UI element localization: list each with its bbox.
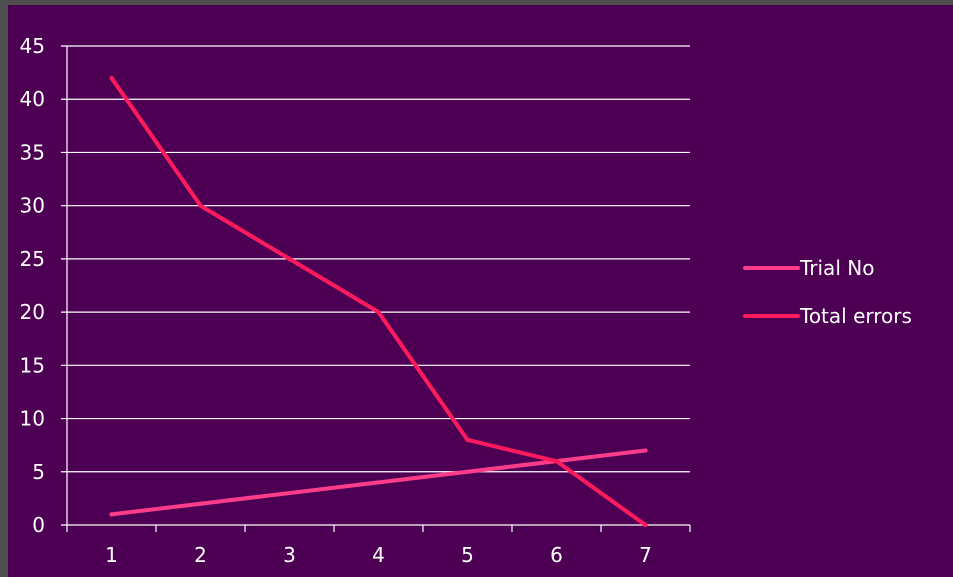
x-tick-label: 7: [639, 543, 652, 567]
data-point: [643, 448, 648, 453]
data-point: [287, 491, 292, 496]
data-point: [109, 75, 114, 80]
y-tick-label: 0: [32, 513, 45, 537]
data-point: [376, 310, 381, 315]
y-tick-label: 20: [20, 300, 45, 324]
data-point: [465, 469, 470, 474]
x-tick-label: 5: [461, 543, 474, 567]
legend: Trial No Total errors: [743, 256, 912, 328]
y-tick-label: 15: [20, 353, 45, 377]
x-tick-label: 2: [194, 543, 207, 567]
y-tick-label: 30: [20, 194, 45, 218]
data-point: [376, 480, 381, 485]
x-tick-label: 1: [105, 543, 118, 567]
plot-background: [8, 5, 953, 577]
x-tick-label: 3: [283, 543, 296, 567]
x-tick-label: 6: [550, 543, 563, 567]
data-point: [465, 437, 470, 442]
data-point: [643, 523, 648, 527]
series: [109, 75, 648, 527]
data-point: [198, 501, 203, 506]
y-tick-label: 40: [20, 87, 45, 111]
y-tick-label: 10: [20, 407, 45, 431]
y-tick-label: 25: [20, 247, 45, 271]
data-point: [554, 459, 559, 464]
data-point: [287, 256, 292, 261]
data-point: [198, 203, 203, 208]
y-tick-label: 45: [20, 34, 45, 58]
legend-label: Total errors: [799, 304, 912, 328]
y-tick-label: 5: [32, 460, 45, 484]
data-point: [109, 512, 114, 517]
x-tick-label: 4: [372, 543, 385, 567]
y-tick-label: 35: [20, 140, 45, 164]
legend-label: Trial No: [799, 256, 874, 280]
